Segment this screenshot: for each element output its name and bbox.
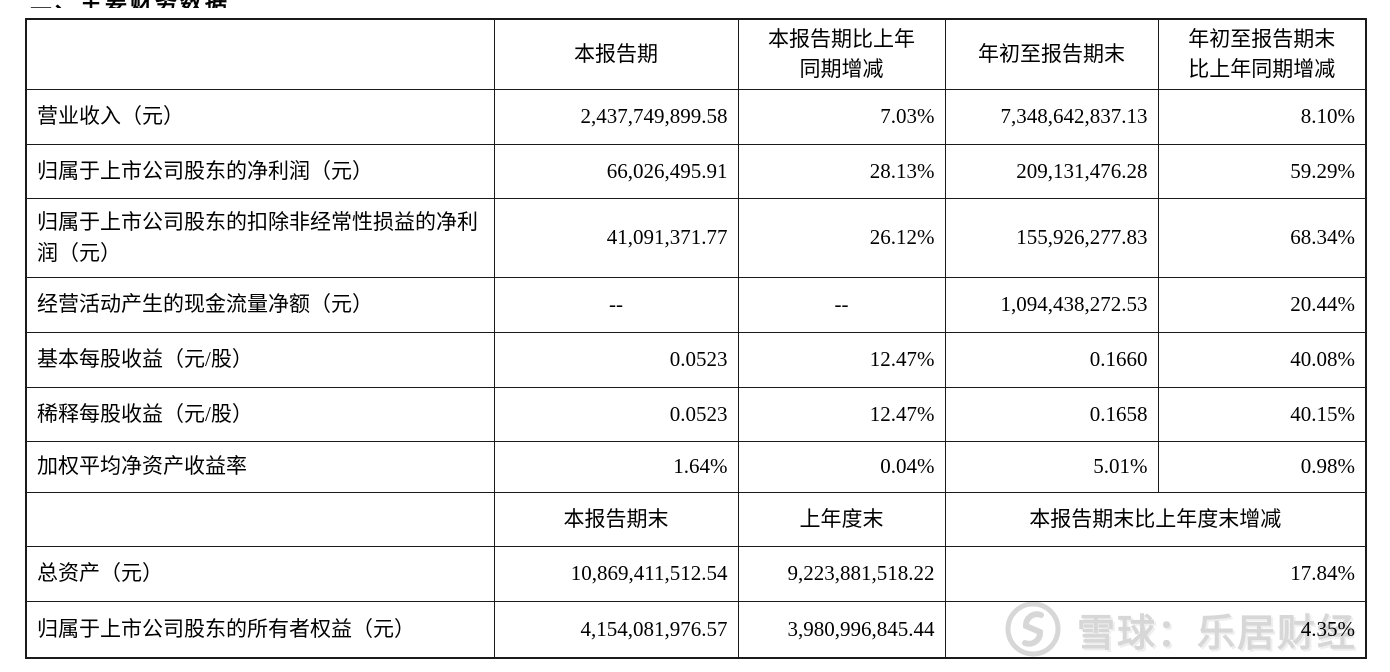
cell-value: 20.44% xyxy=(1157,276,1367,333)
cell-value: 12.47% xyxy=(737,386,946,442)
cell-value: 68.34% xyxy=(1157,197,1367,278)
table-row-revenue: 营业收入（元） 2,437,749,899.58 7.03% 7,348,642… xyxy=(25,88,1367,145)
cell-value: 26.12% xyxy=(737,197,946,278)
cell-value: 40.15% xyxy=(1157,386,1367,442)
cell-value: 1,094,438,272.53 xyxy=(944,276,1159,333)
cell-value: 3,980,996,845.44 xyxy=(737,600,946,659)
table-row-net-profit: 归属于上市公司股东的净利润（元） 66,026,495.91 28.13% 20… xyxy=(25,143,1367,199)
cell-value: 40.08% xyxy=(1157,331,1367,388)
cell-value: 8.10% xyxy=(1157,88,1367,145)
table-row-deducted-net-profit: 归属于上市公司股东的扣除非经常性损益的净利润（元） 41,091,371.77 … xyxy=(25,197,1367,278)
cell-value: 17.84% xyxy=(944,545,1367,602)
cell-value: 4,154,081,976.57 xyxy=(493,600,739,659)
cell-value: 10,869,411,512.54 xyxy=(493,545,739,602)
cell-value: 9,223,881,518.22 xyxy=(737,545,946,602)
cell-value: 66,026,495.91 xyxy=(493,143,739,199)
table-row-basic-eps: 基本每股收益（元/股） 0.0523 12.47% 0.1660 40.08% xyxy=(25,331,1367,388)
cell-value: 12.47% xyxy=(737,331,946,388)
cell-value: 5.01% xyxy=(944,440,1159,493)
cell-value: 1.64% xyxy=(493,440,739,493)
financial-summary-table: 本报告期 本报告期比上年 同期增减 年初至报告期末 年初至报告期末 比上年同期增… xyxy=(25,18,1367,659)
cell-value: 155,926,277.83 xyxy=(944,197,1159,278)
cell-value: -- xyxy=(493,276,739,333)
cell-value: 41,091,371.77 xyxy=(493,197,739,278)
column-header-yoy-change: 本报告期比上年 同期增减 xyxy=(737,18,946,90)
table-row-diluted-eps: 稀释每股收益（元/股） 0.0523 12.47% 0.1658 40.15% xyxy=(25,386,1367,442)
cell-value: 2,437,749,899.58 xyxy=(493,88,739,145)
header-row-yearend: 本报告期末 上年度末 本报告期末比上年度末增减 xyxy=(25,491,1367,547)
row-label: 基本每股收益（元/股） xyxy=(25,331,495,388)
cell-value: 0.1660 xyxy=(944,331,1159,388)
cell-value: 4.35% xyxy=(944,600,1367,659)
cell-value: -- xyxy=(737,276,946,333)
row-label: 营业收入（元） xyxy=(25,88,495,145)
cell-value: 7,348,642,837.13 xyxy=(944,88,1159,145)
row-label: 归属于上市公司股东的所有者权益（元） xyxy=(25,600,495,659)
row-label: 稀释每股收益（元/股） xyxy=(25,386,495,442)
cell-value: 0.04% xyxy=(737,440,946,493)
cell-value: 28.13% xyxy=(737,143,946,199)
page-heading-cropped: 二、主要财务数据 xyxy=(30,0,390,8)
cell-value: 209,131,476.28 xyxy=(944,143,1159,199)
cell-value: 0.0523 xyxy=(493,386,739,442)
table-row-total-assets: 总资产（元） 10,869,411,512.54 9,223,881,518.2… xyxy=(25,545,1367,602)
column-header-ytd-yoy-change: 年初至报告期末 比上年同期增减 xyxy=(1157,18,1367,90)
row-label: 归属于上市公司股东的净利润（元） xyxy=(25,143,495,199)
cell-value: 7.03% xyxy=(737,88,946,145)
row-label: 总资产（元） xyxy=(25,545,495,602)
column-header-change-vs-last-yearend: 本报告期末比上年度末增减 xyxy=(944,491,1367,547)
header-empty xyxy=(25,18,495,90)
row-label: 加权平均净资产收益率 xyxy=(25,440,495,493)
table-row-operating-cash-flow: 经营活动产生的现金流量净额（元） -- -- 1,094,438,272.53 … xyxy=(25,276,1367,333)
column-header-end-of-period: 本报告期末 xyxy=(493,491,739,547)
cell-value: 0.0523 xyxy=(493,331,739,388)
table-row-owners-equity: 归属于上市公司股东的所有者权益（元） 4,154,081,976.57 3,98… xyxy=(25,600,1367,659)
table-row-weighted-avg-roe: 加权平均净资产收益率 1.64% 0.04% 5.01% 0.98% xyxy=(25,440,1367,493)
page-heading-text: 二、主要财务数据 xyxy=(30,0,390,8)
cell-value: 59.29% xyxy=(1157,143,1367,199)
header-row-period: 本报告期 本报告期比上年 同期增减 年初至报告期末 年初至报告期末 比上年同期增… xyxy=(25,18,1367,90)
column-header-current-period: 本报告期 xyxy=(493,18,739,90)
header-empty xyxy=(25,491,495,547)
row-label: 经营活动产生的现金流量净额（元） xyxy=(25,276,495,333)
column-header-end-of-last-year: 上年度末 xyxy=(737,491,946,547)
cell-value: 0.1658 xyxy=(944,386,1159,442)
column-header-ytd: 年初至报告期末 xyxy=(944,18,1159,90)
cell-value: 0.98% xyxy=(1157,440,1367,493)
row-label: 归属于上市公司股东的扣除非经常性损益的净利润（元） xyxy=(25,197,495,278)
